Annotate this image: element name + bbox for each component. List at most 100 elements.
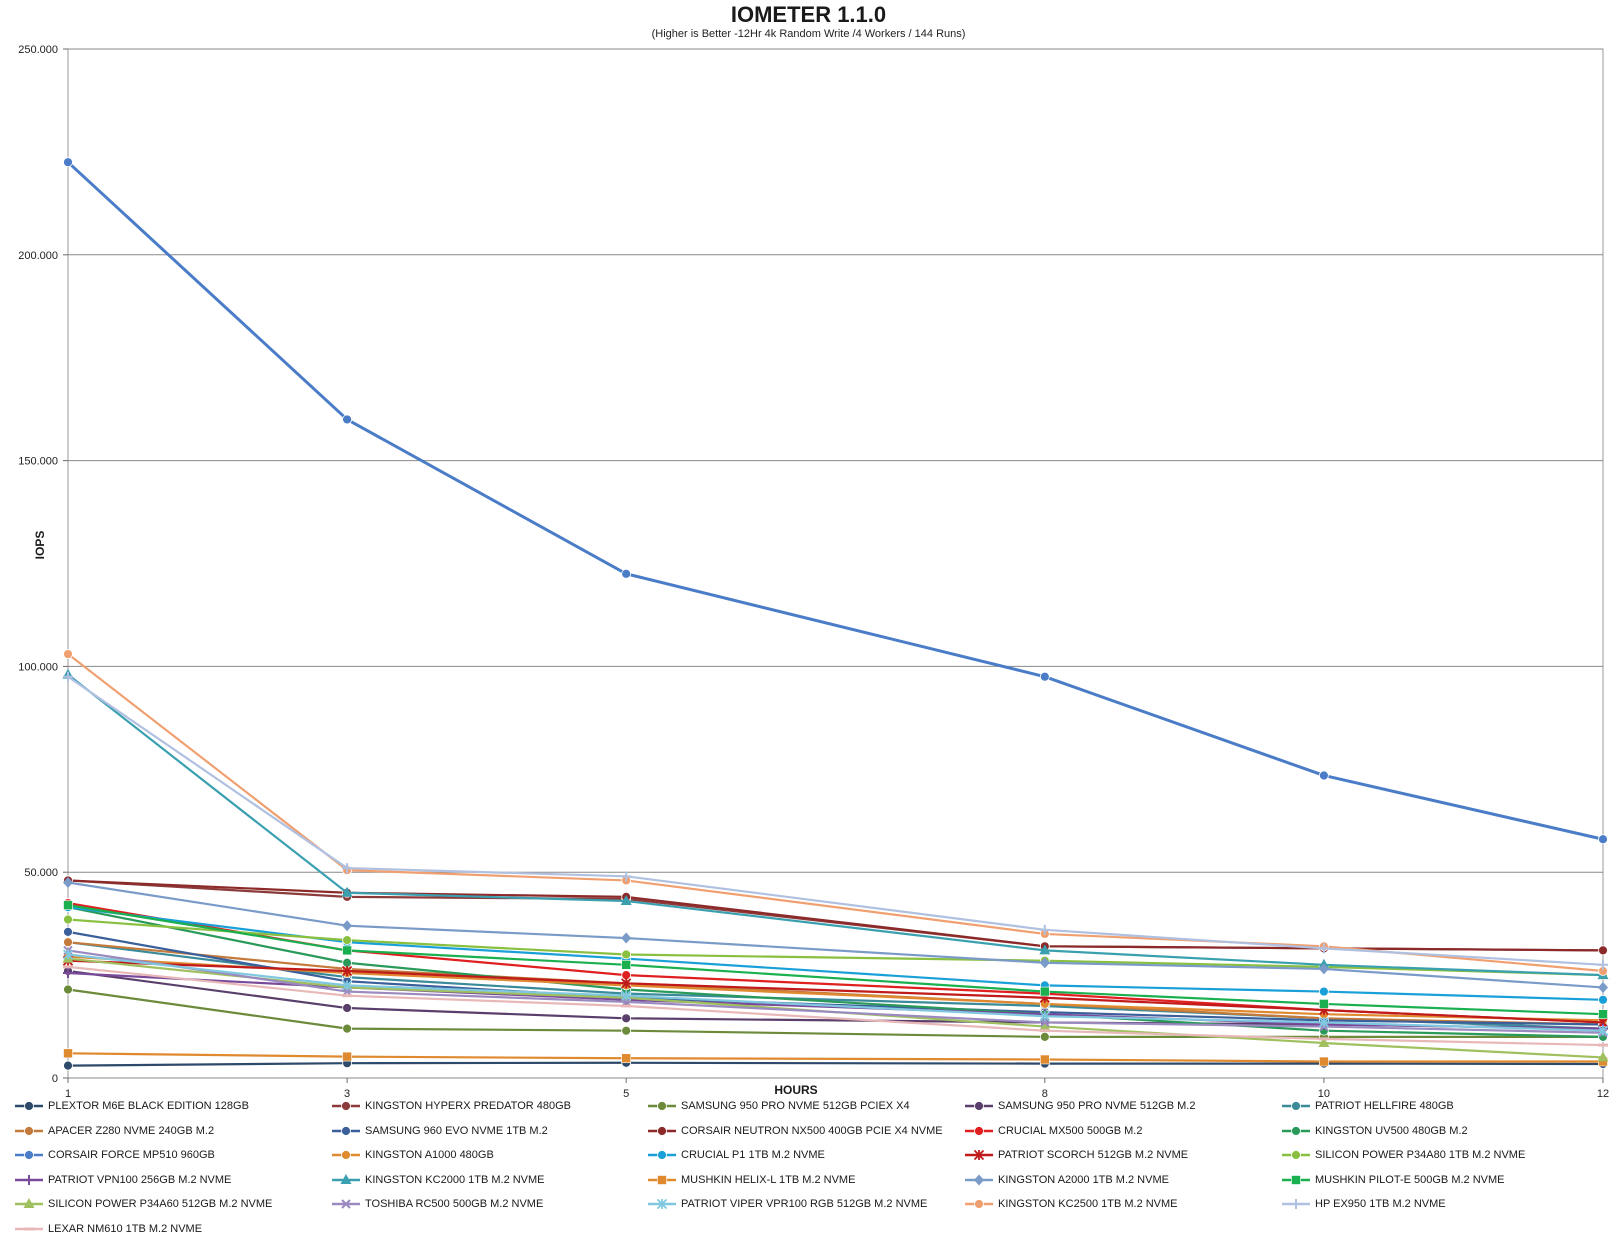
legend-item: CRUCIAL P1 1TB M.2 NVME <box>647 1147 825 1163</box>
series-line <box>67 673 1604 977</box>
series-line <box>67 965 1604 1047</box>
data-point <box>342 1023 352 1034</box>
x-tick-label: 5 <box>623 1088 629 1098</box>
legend-marker <box>1291 1174 1301 1185</box>
x-tick-label: 3 <box>344 1088 350 1098</box>
legend-label: CORSAIR FORCE MP510 960GB <box>48 1149 215 1162</box>
legend-label: MUSHKIN HELIX-L 1TB M.2 NVME <box>681 1173 856 1186</box>
legend-marker <box>657 1101 667 1111</box>
data-point <box>1318 1037 1330 1048</box>
data-point <box>342 414 352 425</box>
data-point <box>341 886 353 897</box>
data-point <box>63 157 73 168</box>
legend-item: KINGSTON KC2500 1TB M.2 NVME <box>964 1196 1178 1212</box>
legend-marker <box>341 1199 351 1210</box>
data-point <box>621 1013 632 1024</box>
legend-marker <box>24 1101 34 1111</box>
legend-swatch <box>332 1150 360 1161</box>
legend-marker <box>24 1125 34 1136</box>
legend-label: KINGSTON KC2000 1TB M.2 NVME <box>365 1173 545 1186</box>
x-tick-label: 1 <box>65 1088 71 1098</box>
legend-label: SAMSUNG 950 PRO NVME 512GB PCIEX X4 <box>681 1100 910 1112</box>
legend-item: KINGSTON A1000 480GB <box>331 1147 494 1163</box>
legend-item: CORSAIR NEUTRON NX500 400GB PCIE X4 NVME <box>647 1123 943 1139</box>
legend-swatch <box>1282 1101 1310 1111</box>
series-26 <box>63 965 1608 1047</box>
legend-marker <box>974 1174 984 1186</box>
data-point <box>1598 981 1608 993</box>
legend-label: SAMSUNG 960 EVO NVME 1TB M.2 <box>365 1124 548 1137</box>
series-line <box>67 904 1604 1016</box>
y-tick-label: 250.000 <box>18 44 58 56</box>
series-line <box>67 881 1604 989</box>
legend-swatch <box>15 1125 43 1136</box>
y-tick-label: 0 <box>52 1073 58 1085</box>
series-11 <box>63 157 1608 845</box>
data-point <box>1319 986 1329 997</box>
y-tick-label: 50.000 <box>24 867 58 879</box>
legend-label: LEXAR NM610 1TB M.2 NVME <box>48 1223 203 1235</box>
data-point <box>1039 671 1050 682</box>
data-point <box>1598 959 1608 970</box>
legend-label: PATRIOT VPN100 256GB M.2 NVME <box>48 1173 232 1186</box>
legend-swatch <box>965 1174 993 1186</box>
series-19 <box>63 876 1608 993</box>
legend-label: PATRIOT VIPER VPR100 RGB 512GB M.2 NVME <box>681 1198 928 1211</box>
legend-marker <box>1291 1125 1301 1136</box>
legend-swatch <box>648 1199 676 1210</box>
legend-swatch <box>15 1150 43 1161</box>
legend-item: APACER Z280 NVME 240GB M.2 <box>14 1123 214 1139</box>
legend-marker <box>1291 1101 1301 1111</box>
legend-swatch <box>965 1199 993 1210</box>
data-point <box>621 960 631 970</box>
legend-swatch <box>648 1101 676 1111</box>
legend-swatch <box>332 1125 360 1136</box>
data-point <box>1597 1051 1609 1062</box>
legend-item: SAMSUNG 960 EVO NVME 1TB M.2 <box>331 1123 548 1139</box>
data-point <box>621 970 632 980</box>
legend-item: MUSHKIN HELIX-L 1TB M.2 NVME <box>647 1172 855 1188</box>
legend-marker <box>974 1199 984 1210</box>
legend-swatch <box>1282 1174 1310 1185</box>
legend-label: KINGSTON HYPERX PREDATOR 480GB <box>365 1100 572 1112</box>
data-point <box>1319 770 1329 781</box>
data-point <box>1598 1009 1608 1020</box>
chart-subtitle: (Higher is Better -12Hr 4k Random Write … <box>651 28 966 40</box>
series-layer <box>62 157 1609 1071</box>
legend-swatch <box>648 1125 676 1136</box>
legend-label: SILICON POWER P34A60 512GB M.2 NVME <box>48 1198 273 1211</box>
data-point <box>342 957 352 968</box>
data-point <box>63 1048 73 1059</box>
data-point <box>621 978 632 989</box>
legend-item: PATRIOT VPN100 256GB M.2 NVME <box>14 1172 231 1188</box>
chart-plot: 0 50.000 100.000 150.000 200.000 250.000 1 3 5 8 1… <box>18 44 1609 1098</box>
legend-marker <box>657 1174 667 1185</box>
data-point <box>1598 945 1608 956</box>
legend-swatch <box>15 1198 43 1209</box>
data-point <box>341 980 353 991</box>
data-point <box>342 935 352 946</box>
legend-marker <box>657 1150 667 1161</box>
data-point <box>63 671 73 682</box>
legend-item: CORSAIR FORCE MP510 960GB <box>14 1147 215 1163</box>
data-point <box>1597 1025 1609 1036</box>
data-point <box>342 1003 352 1013</box>
legend-item: PATRIOT SCORCH 512GB M.2 NVME <box>964 1147 1188 1163</box>
legend-marker <box>341 1150 351 1161</box>
legend-label: PATRIOT SCORCH 512GB M.2 NVME <box>998 1149 1189 1162</box>
legend-marker <box>973 1150 985 1161</box>
legend-label: MUSHKIN PILOT-E 500GB M.2 NVME <box>1315 1173 1505 1186</box>
series-line <box>67 918 1604 977</box>
data-point <box>620 895 632 906</box>
legend-marker <box>974 1101 984 1111</box>
legend-swatch <box>965 1101 993 1111</box>
legend-marker <box>341 1125 351 1136</box>
legend-item: PATRIOT HELLFIRE 480GB <box>1281 1098 1454 1114</box>
data-point <box>63 900 73 910</box>
axis-layer: 0 50.000 100.000 150.000 200.000 250.000 1 3 5 8 1… <box>18 44 1609 1098</box>
legend-swatch <box>15 1101 43 1111</box>
x-tick-label: 10 <box>1318 1088 1330 1098</box>
data-point <box>621 1025 632 1036</box>
legend-label: CRUCIAL MX500 500GB M.2 <box>998 1124 1143 1137</box>
legend-label: PATRIOT HELLFIRE 480GB <box>1315 1100 1454 1112</box>
